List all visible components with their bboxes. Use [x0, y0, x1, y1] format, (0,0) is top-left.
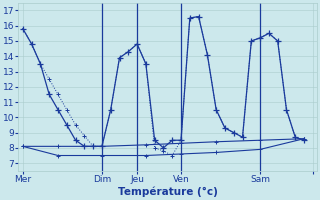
X-axis label: Température (°c): Température (°c)	[118, 187, 218, 197]
